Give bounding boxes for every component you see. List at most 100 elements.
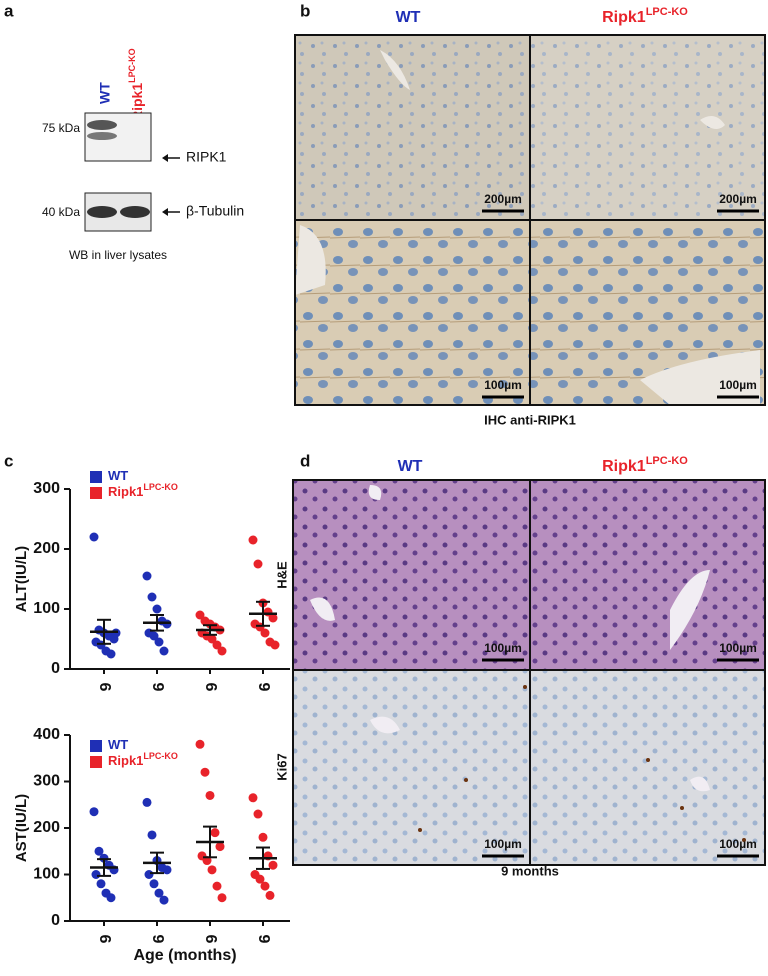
x-tick-label: 6 [96, 935, 113, 944]
y-tick-label: 200 [33, 819, 60, 836]
band [120, 206, 150, 218]
scale-label: 100µm [484, 378, 522, 392]
data-point [248, 535, 258, 545]
band [87, 206, 117, 218]
scale-label: 100µm [719, 837, 757, 851]
column-header: WT [398, 458, 423, 475]
marker-label: 40 kDa [42, 205, 80, 219]
data-point [217, 893, 227, 903]
marker-label: 75 kDa [42, 121, 80, 135]
data-point [207, 634, 217, 644]
data-point [260, 628, 270, 638]
legend-entry: Ripk1LPC-KO [108, 751, 178, 768]
x-tick-label: 6 [202, 935, 219, 944]
legend-entry: Ripk1LPC-KO [108, 482, 178, 499]
data-point [142, 571, 152, 581]
caption: WB in liver lysates [69, 248, 167, 262]
x-tick-label: 6 [202, 683, 219, 692]
legend-entry: WT [108, 737, 128, 752]
data-point [154, 637, 164, 647]
data-point [149, 631, 159, 641]
x-tick-label: 9 [149, 935, 166, 944]
header-text: Ripk1 [602, 458, 646, 475]
data-point [260, 881, 270, 891]
panel-letter: b [300, 1, 310, 20]
panel-letter: d [300, 451, 310, 470]
data-point [162, 865, 172, 875]
x-axis-label: Age (months) [133, 947, 236, 964]
data-point [265, 890, 275, 900]
ki67-nuclei [418, 685, 746, 842]
row-label: H&E [274, 561, 289, 589]
data-point [159, 646, 169, 656]
legend-text: WT [108, 468, 128, 483]
data-point [149, 879, 159, 889]
data-point [154, 888, 164, 898]
micrograph [295, 35, 530, 220]
data-point [200, 767, 210, 777]
data-point [106, 649, 116, 659]
data-point [258, 832, 268, 842]
data-point [202, 856, 212, 866]
data-point [270, 640, 280, 650]
data-point [207, 865, 217, 875]
y-axis-label: ALT(IU/L) [13, 546, 30, 612]
scale-label: 100µm [719, 378, 757, 392]
y-tick-label: 100 [33, 600, 60, 617]
data-point [248, 793, 258, 803]
legend-swatch [90, 740, 102, 752]
column-header: Ripk1LPC-KO [602, 455, 688, 475]
x-tick-label: 9 [149, 683, 166, 692]
arrow-head [162, 154, 168, 162]
data-point [210, 828, 220, 838]
legend-sup: LPC-KO [143, 482, 178, 492]
data-point [159, 895, 169, 905]
caption: IHC anti-RIPK1 [484, 412, 576, 427]
legend-text: WT [108, 737, 128, 752]
caption: 9 months [501, 863, 559, 878]
y-axis-label: AST(IU/L) [13, 794, 30, 862]
band-label: RIPK1 [186, 149, 227, 165]
data-point [268, 613, 278, 623]
data-point [94, 846, 104, 856]
data-point [96, 879, 106, 889]
legend-text: Ripk1 [108, 484, 143, 499]
y-tick-label: 200 [33, 540, 60, 557]
y-tick-label: 300 [33, 480, 60, 497]
micrograph [293, 480, 530, 670]
lane-label-text: Ripk1 [129, 83, 145, 121]
legend-swatch [90, 487, 102, 499]
legend-swatch [90, 756, 102, 768]
column-header: Ripk1LPC-KO [602, 6, 688, 26]
legend-sup: LPC-KO [143, 751, 178, 761]
data-point [195, 610, 205, 620]
micrograph [530, 35, 765, 220]
data-point [89, 532, 99, 542]
data-point [215, 842, 225, 852]
lane-label: WT [97, 82, 113, 104]
column-header: WT [396, 9, 421, 26]
legend-text: Ripk1 [108, 753, 143, 768]
scale-label: 100µm [719, 641, 757, 655]
scale-label: 200µm [484, 192, 522, 206]
panel-letter: a [4, 1, 14, 20]
x-tick-label: 9 [255, 683, 272, 692]
x-tick-label: 6 [96, 683, 113, 692]
y-tick-label: 0 [51, 912, 60, 929]
data-point [144, 870, 154, 879]
panel-letter: c [4, 451, 13, 470]
band [87, 132, 117, 140]
data-point [268, 860, 278, 870]
data-point [255, 874, 265, 884]
data-point [253, 809, 263, 819]
header-text: Ripk1 [602, 9, 646, 26]
data-point [212, 881, 222, 891]
data-point [195, 739, 205, 749]
data-point [147, 830, 157, 840]
data-point [217, 646, 227, 656]
data-point [147, 592, 157, 602]
legend-entry: WT [108, 468, 128, 483]
header-sup: LPC-KO [646, 455, 689, 467]
